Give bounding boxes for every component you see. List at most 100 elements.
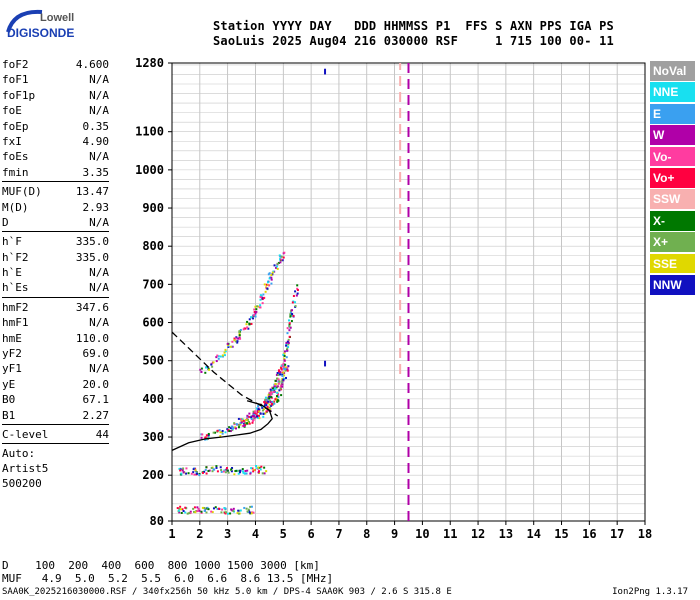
version-label: Ion2Png 1.3.17 (612, 587, 688, 597)
echo-point (246, 417, 249, 420)
echo-point (236, 512, 239, 515)
scaled-parameters-table: foF2 4.600 foF1 N/A foF1p N/A foE N/A foEp 0.35 fx… (2, 57, 109, 491)
echo-point (195, 509, 198, 512)
echo-point (280, 255, 283, 258)
echo-point (268, 408, 271, 411)
echo-point (216, 470, 219, 473)
echo-point (200, 370, 203, 373)
echo-point (215, 466, 218, 469)
echo-point (227, 345, 230, 348)
echo-point (220, 511, 223, 514)
echo-point (263, 408, 266, 411)
echo-point (247, 421, 250, 424)
echo-point (286, 369, 289, 372)
echo-point (238, 334, 241, 337)
echo-point (232, 507, 235, 510)
echo-point (273, 386, 276, 389)
param-value: N/A (89, 266, 109, 280)
param-row: foE N/A (2, 103, 109, 118)
echo-point (289, 314, 292, 317)
param-name: MUF(D) (2, 185, 42, 199)
echo-point (208, 368, 211, 371)
echo-point (287, 365, 290, 368)
param-row: hmF1 N/A (2, 315, 109, 330)
echo-point (185, 472, 188, 475)
x-tick-label: 18 (638, 527, 652, 541)
x-tick-label: 10 (415, 527, 429, 541)
echo-point (254, 315, 257, 318)
param-value: 20.0 (82, 377, 110, 391)
echo-point (279, 373, 282, 376)
echo-point (219, 435, 222, 438)
x-tick-label: 11 (443, 527, 457, 541)
echo-point (217, 355, 220, 358)
echo-point (251, 414, 254, 417)
param-separator (2, 443, 109, 445)
param-row: hmE 110.0 (2, 331, 109, 346)
echo-point (287, 343, 290, 346)
echo-point (217, 357, 220, 360)
echo-point (189, 510, 192, 513)
echo-point (212, 507, 215, 510)
echo-point (255, 412, 258, 415)
param-row: MUF(D) 13.47 (2, 184, 109, 199)
echo-point (237, 472, 240, 475)
echo-point (248, 422, 251, 425)
echo-point (204, 371, 207, 374)
muf-row: MUF 4.9 5.0 5.2 5.5 6.0 6.6 8.6 13.5 [MH… (2, 572, 334, 585)
legend-item: SSE (650, 253, 695, 274)
echo-point (283, 357, 286, 360)
echo-point (236, 340, 239, 343)
echo-point (225, 468, 228, 471)
echo-point (220, 469, 223, 472)
echo-point (235, 469, 238, 472)
echo-point (268, 284, 271, 287)
echo-point (268, 391, 271, 394)
echo-point (274, 383, 277, 386)
echo-point (229, 345, 232, 348)
y-tick-label: 700 (142, 277, 164, 291)
echo-point (210, 510, 213, 513)
echo-point (203, 509, 206, 512)
echo-point (244, 422, 247, 425)
echo-point (286, 347, 289, 350)
param-name: h`F (2, 235, 22, 249)
echo-point (281, 385, 284, 388)
logo-line2: DIGISONDE (7, 26, 75, 40)
param-value: 2.27 (82, 408, 110, 422)
echo-point (248, 318, 251, 321)
echo-point (182, 471, 185, 474)
echo-point (224, 471, 227, 474)
y-tick-label: 300 (142, 430, 164, 444)
echo-point (266, 409, 269, 412)
x-tick-label: 9 (391, 527, 398, 541)
echo-point (260, 465, 263, 468)
echo-point (211, 365, 214, 368)
echo-point (255, 465, 258, 468)
echo-point (176, 507, 179, 510)
param-value: 347.6 (75, 300, 109, 314)
echo-point (288, 335, 291, 338)
echo-point (277, 370, 280, 373)
param-name: B0 (2, 393, 16, 407)
echo-point (278, 254, 281, 257)
echo-point (252, 470, 255, 473)
echo-point (253, 308, 256, 311)
echo-point (253, 413, 256, 416)
echo-point (252, 317, 255, 320)
echo-point (289, 313, 292, 316)
param-name: B1 (2, 408, 16, 422)
legend-item: Vo+ (650, 167, 695, 188)
echo-point (264, 396, 267, 399)
echo-point (226, 467, 229, 470)
echo-point (276, 391, 279, 394)
echo-point (259, 298, 262, 301)
distance-row: D 100 200 400 600 800 1000 1500 3000 [km… (2, 559, 320, 572)
x-tick-label: 8 (363, 527, 370, 541)
echo-point (288, 329, 291, 332)
echo-point (263, 283, 266, 286)
param-row: h`Es N/A (2, 280, 109, 295)
echo-point (254, 416, 257, 419)
echo-point (198, 474, 201, 477)
echo-point (277, 373, 280, 376)
